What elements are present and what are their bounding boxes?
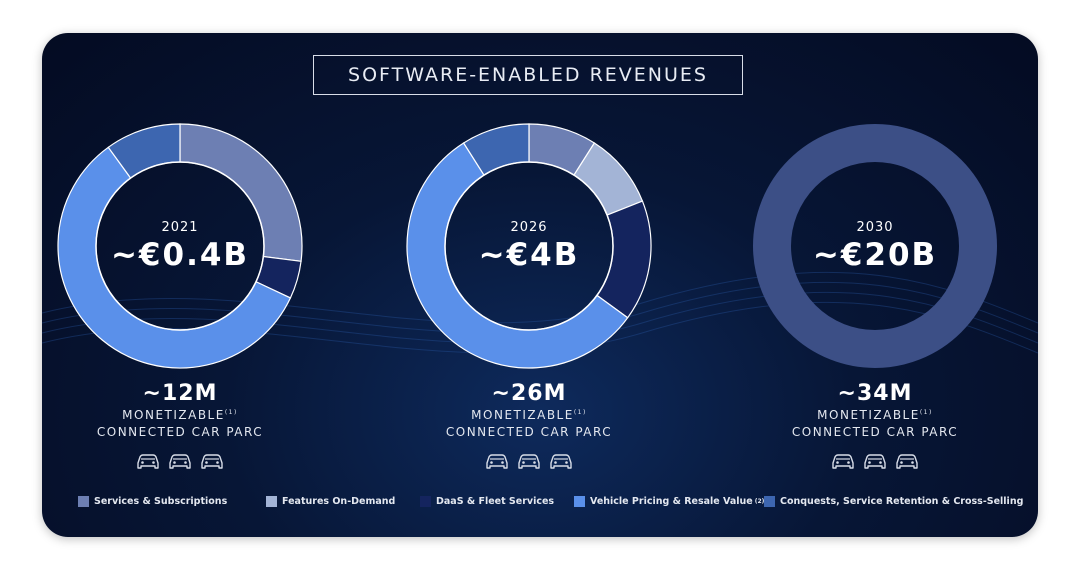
- parc-label: MONETIZABLE(1): [471, 408, 587, 422]
- donut-center-2026: 2026 ~€4B: [406, 123, 652, 369]
- parc-value: ~12M: [142, 381, 218, 406]
- revenue-value: ~€20B: [812, 236, 938, 273]
- car-icon: [862, 451, 888, 471]
- legend-swatch: [574, 496, 585, 507]
- parc-label-2: CONNECTED CAR PARC: [445, 425, 613, 439]
- donut-chart-2030: 2030 ~€20B: [752, 123, 998, 369]
- car-icon: [135, 451, 161, 471]
- donut-svg-2026: [406, 123, 652, 369]
- car-icon: [830, 451, 856, 471]
- parc-value: ~26M: [491, 381, 567, 406]
- legend-swatch: [266, 496, 277, 507]
- car-icon: [894, 451, 920, 471]
- parc-info-2030: ~34M MONETIZABLE(1) CONNECTED CAR PARC: [752, 381, 998, 471]
- donut-svg-2021: [57, 123, 303, 369]
- revenue-value: ~€4B: [478, 236, 580, 273]
- parc-label: MONETIZABLE(1): [817, 408, 933, 422]
- legend-item-daas: DaaS & Fleet Services: [420, 496, 554, 507]
- car-icon: [167, 451, 193, 471]
- donut-center-2030: 2030 ~€20B: [752, 123, 998, 369]
- parc-label: MONETIZABLE(1): [122, 408, 238, 422]
- car-icon: [199, 451, 225, 471]
- donut-inner-border: [444, 161, 614, 331]
- year-label: 2030: [856, 219, 894, 235]
- legend-item-features: Features On-Demand: [266, 496, 395, 507]
- donut-chart-2026: 2026 ~€4B: [406, 123, 652, 369]
- car-icon: [548, 451, 574, 471]
- car-icon: [484, 451, 510, 471]
- car-icons: [752, 451, 998, 471]
- donut-slice-total: [753, 124, 997, 368]
- parc-info-2021: ~12M MONETIZABLE(1) CONNECTED CAR PARC: [57, 381, 303, 471]
- slide: SOFTWARE-ENABLED REVENUES 2021 ~€0.4B 20…: [42, 33, 1038, 537]
- donut-inner-border: [95, 161, 265, 331]
- parc-info-2026: ~26M MONETIZABLE(1) CONNECTED CAR PARC: [406, 381, 652, 471]
- page-title: SOFTWARE-ENABLED REVENUES: [313, 55, 743, 95]
- parc-value: ~34M: [837, 381, 913, 406]
- parc-label-2: CONNECTED CAR PARC: [791, 425, 959, 439]
- revenue-value: ~€0.4B: [110, 236, 250, 273]
- year-label: 2021: [161, 219, 199, 235]
- legend-item-services: Services & Subscriptions: [78, 496, 227, 507]
- donut-svg-2030: [753, 124, 997, 368]
- car-icons: [57, 451, 303, 471]
- donut-chart-2021: 2021 ~€0.4B: [57, 123, 303, 369]
- legend-item-conquests: Conquests, Service Retention & Cross-Sel…: [764, 496, 1023, 507]
- legend-item-pricing: Vehicle Pricing & Resale Value (2): [574, 496, 764, 507]
- parc-label-2: CONNECTED CAR PARC: [96, 425, 264, 439]
- legend-swatch: [420, 496, 431, 507]
- legend: Services & Subscriptions Features On-Dem…: [42, 496, 1038, 512]
- car-icon: [516, 451, 542, 471]
- car-icons: [406, 451, 652, 471]
- year-label: 2026: [510, 219, 548, 235]
- donut-center-2021: 2021 ~€0.4B: [57, 123, 303, 369]
- legend-swatch: [764, 496, 775, 507]
- legend-swatch: [78, 496, 89, 507]
